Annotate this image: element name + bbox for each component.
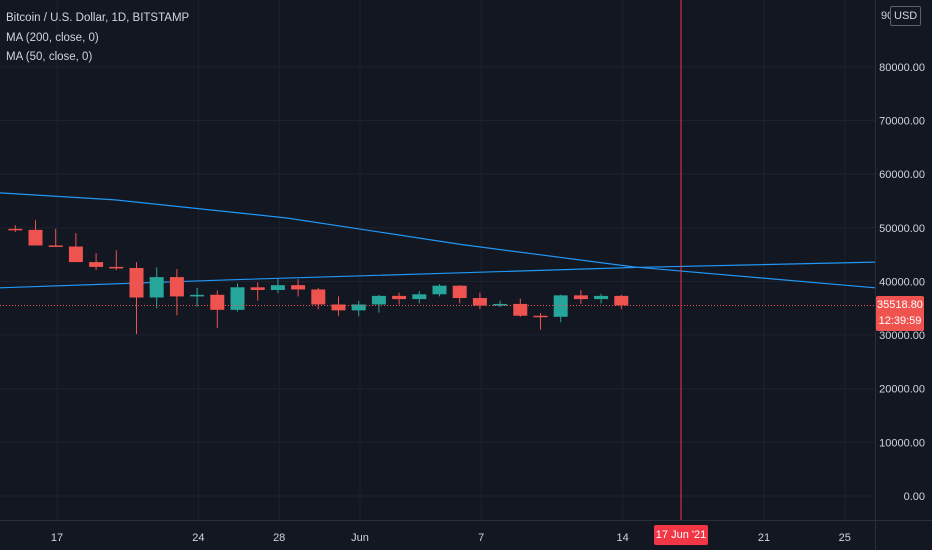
candle-body: [230, 287, 245, 310]
time-tick-label: 14: [616, 532, 628, 544]
candle: [472, 292, 487, 310]
candle-body: [89, 262, 104, 267]
candle-body: [472, 298, 487, 306]
candle-body: [573, 295, 588, 300]
price-tick-label: 60000.00: [879, 169, 925, 181]
candle-body: [270, 285, 285, 290]
bar-close-countdown: 12:39:59: [878, 315, 922, 327]
candle: [89, 252, 104, 271]
candle: [8, 225, 23, 233]
candle-body: [493, 303, 508, 306]
candle-body: [109, 266, 124, 269]
currency-unit-button[interactable]: USD: [890, 6, 922, 26]
candle: [553, 294, 568, 323]
candle: [169, 269, 184, 316]
price-tick-label: 20000.00: [879, 384, 925, 396]
candle: [452, 285, 467, 304]
candle: [210, 290, 225, 329]
candle-body: [48, 245, 63, 247]
candle-body: [28, 229, 43, 246]
candle-body: [311, 289, 326, 305]
candle-body: [149, 277, 164, 298]
candle: [614, 294, 629, 310]
candle-body: [68, 246, 83, 263]
candle: [68, 233, 83, 263]
crosshair-date-label: 17 Jun '21: [654, 525, 708, 545]
candle-body: [331, 304, 346, 311]
time-tick-label: 24: [192, 532, 204, 544]
candle: [331, 296, 346, 316]
candle: [392, 292, 407, 305]
symbol-title[interactable]: Bitcoin / U.S. Dollar, 1D, BITSTAMP: [6, 12, 190, 24]
candle: [149, 267, 164, 309]
candle: [351, 300, 366, 317]
candle: [432, 284, 447, 297]
time-tick-label: 17: [51, 532, 63, 544]
candle: [190, 287, 205, 307]
candle: [230, 283, 245, 312]
price-tick-label: 80000.00: [879, 62, 925, 74]
candlestick-series: [8, 220, 629, 334]
candle: [594, 293, 609, 304]
candle: [311, 287, 326, 310]
candle-body: [533, 315, 548, 318]
ma200-line: [0, 192, 876, 289]
candle-body: [190, 294, 205, 297]
price-tick-label: 0.00: [904, 491, 925, 503]
time-tick-label: 21: [758, 532, 770, 544]
ma50-legend[interactable]: MA (50, close, 0): [6, 51, 93, 63]
time-axis[interactable]: 17 24 28 Jun 7 14 21 25: [51, 532, 851, 544]
candle: [28, 220, 43, 246]
candle-body: [291, 285, 306, 290]
candle: [513, 298, 528, 317]
candle-body: [169, 277, 184, 297]
price-axis[interactable]: 0.00 10000.00 20000.00 30000.00 40000.00 5000…: [879, 10, 925, 503]
candle-body: [452, 285, 467, 299]
candle: [412, 291, 427, 304]
candle: [493, 300, 508, 308]
candle: [371, 294, 386, 313]
candle-body: [513, 303, 528, 316]
candle: [291, 279, 306, 297]
last-price-label: 35518.80 12:39:59: [876, 296, 924, 331]
price-tick-label: 10000.00: [879, 437, 925, 449]
price-tick-label: 30000.00: [879, 330, 925, 342]
candle-body: [129, 267, 144, 298]
candle-body: [392, 295, 407, 300]
chart-legend: Bitcoin / U.S. Dollar, 1D, BITSTAMP MA (…: [6, 9, 189, 68]
price-tick-label: 40000.00: [879, 276, 925, 288]
time-tick-label: 7: [478, 532, 484, 544]
candle-body: [432, 285, 447, 295]
ma200-legend[interactable]: MA (200, close, 0): [6, 31, 99, 44]
candle: [573, 289, 588, 304]
price-tick-label: 50000.00: [879, 223, 925, 235]
candle-body: [351, 304, 366, 311]
candle: [48, 228, 63, 247]
candle-body: [250, 287, 265, 290]
candle: [250, 282, 265, 301]
candle-body: [553, 295, 568, 317]
time-tick-label: 25: [839, 532, 851, 544]
last-price-value: 35518.80: [877, 299, 923, 311]
candle-body: [8, 228, 23, 231]
candle-body: [412, 294, 427, 300]
candle-body: [371, 295, 386, 305]
time-tick-label: 28: [273, 532, 285, 544]
candle-body: [594, 295, 609, 300]
candle: [533, 313, 548, 330]
candle-body: [210, 294, 225, 310]
candle: [270, 278, 285, 294]
candle: [109, 250, 124, 271]
candle-body: [614, 295, 629, 306]
time-tick-label: Jun: [351, 532, 369, 544]
grid-lines: [0, 0, 875, 520]
price-tick-label: 70000.00: [879, 115, 925, 127]
candle: [129, 262, 144, 334]
